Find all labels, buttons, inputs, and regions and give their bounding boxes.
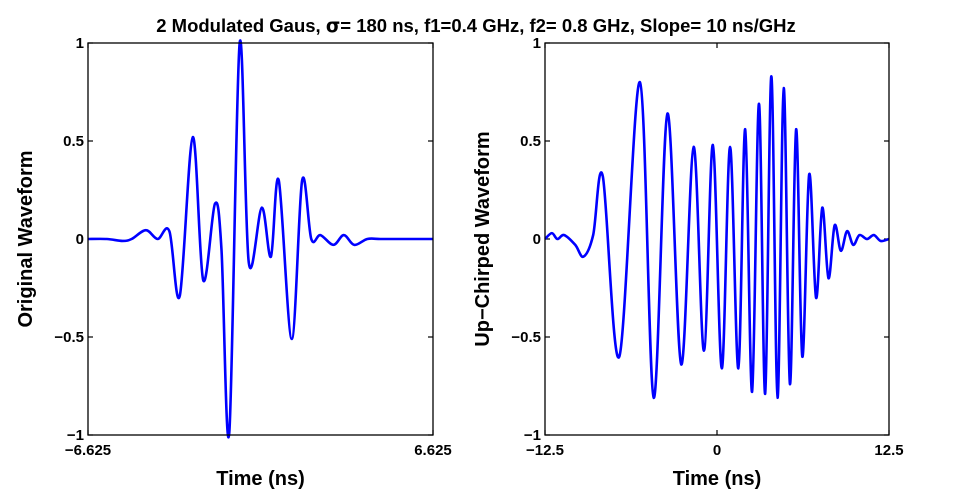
waveform-line [87, 39, 433, 439]
x-tick-label: 6.625 [414, 442, 452, 459]
y-axis-label: Up−Chirped Waveform [472, 131, 494, 346]
y-tick-label: 1 [76, 35, 84, 52]
waveform-line [544, 75, 890, 400]
y-tick-label: −1 [67, 427, 84, 444]
y-tick-label: 0.5 [63, 133, 84, 150]
x-tick-label: −6.625 [65, 442, 111, 459]
y-tick-label: −0.5 [511, 329, 541, 346]
x-tick-label: −12.5 [526, 442, 564, 459]
y-tick-label: 0.5 [520, 133, 541, 150]
x-axis-label: Time (ns) [673, 468, 762, 490]
plot-frame [87, 42, 434, 436]
x-tick-label: 0 [713, 442, 721, 459]
y-tick-label: −1 [524, 427, 541, 444]
x-axis-label: Time (ns) [216, 468, 305, 490]
y-tick-label: 0 [533, 231, 541, 248]
left-chart-original-waveform: −1 −0.5 0 0.5 1 −6.625 6.625 Time (ns) Original … [15, 35, 452, 490]
y-tick-label: 0 [76, 231, 84, 248]
figure-title: 2 Modulated Gaus, σ= 180 ns, f1=0.4 GHz,… [156, 15, 796, 37]
plot-frame [544, 42, 890, 436]
y-tick-label: −0.5 [54, 329, 84, 346]
right-chart-up-chirped-waveform: −1 −0.5 0 0.5 1 −12.5 0 12.5 Time (ns) Up−Chirped… [472, 35, 904, 490]
y-tick-label: 1 [533, 35, 541, 52]
x-tick-label: 12.5 [874, 442, 903, 459]
y-axis-label: Original Waveform [15, 150, 37, 327]
